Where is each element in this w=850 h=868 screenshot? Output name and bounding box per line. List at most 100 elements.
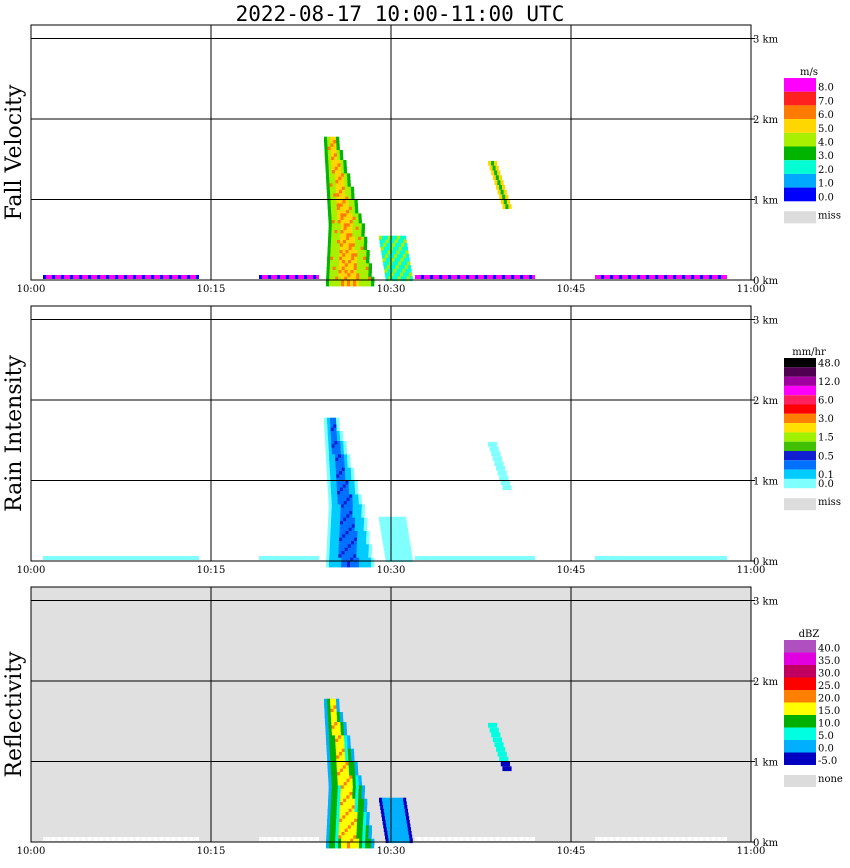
echo-cell (395, 827, 399, 832)
echo-cell (336, 146, 340, 154)
echo-cell (492, 175, 496, 181)
echo-cell (365, 270, 369, 277)
echo-cell (356, 825, 360, 832)
echo-cell (351, 206, 356, 214)
echo-cell (355, 230, 359, 237)
echo-cell (349, 223, 353, 230)
echo-cell (403, 834, 407, 840)
echo-cell (343, 451, 348, 458)
echo-cell (351, 471, 355, 478)
echo-cell (341, 280, 345, 287)
echo-cell (359, 266, 363, 274)
echo-cell (408, 268, 412, 274)
echo-cell (335, 828, 339, 836)
echo-cell (352, 521, 356, 528)
colorbar-swatch (784, 413, 816, 424)
echo-cell (491, 160, 495, 166)
echo-cell (355, 210, 359, 217)
echo-cell (343, 722, 347, 729)
drizzle-mark (652, 837, 655, 841)
echo-cell (333, 487, 338, 495)
echo-cell (332, 176, 336, 184)
echo-cell (351, 524, 355, 531)
echo-cell (403, 254, 407, 259)
echo-cell (341, 748, 345, 756)
echo-cell (361, 511, 365, 518)
echo-cell (357, 527, 361, 535)
echo-cell (349, 491, 353, 498)
echo-cell (336, 805, 340, 812)
echo-cell (347, 173, 351, 180)
y-tick-label: 0 km (753, 557, 779, 568)
echo-cell (334, 514, 338, 521)
drizzle-mark (700, 837, 703, 841)
echo-cell (348, 815, 352, 822)
drizzle-mark (649, 275, 652, 279)
echo-cell (349, 501, 353, 508)
echo-cell (343, 517, 347, 525)
echo-cell (394, 538, 398, 544)
echo-cell (362, 544, 366, 551)
echo-cell (328, 220, 332, 227)
echo-cell (361, 798, 365, 806)
colorbar-label: 48.0 (818, 358, 840, 369)
echo-cell (344, 270, 348, 277)
echo-cell (343, 163, 347, 170)
echo-cell (332, 266, 336, 274)
echo-cell (332, 457, 336, 465)
echo-cell (339, 524, 343, 531)
echo-cell (324, 136, 328, 144)
echo-cell (358, 504, 362, 511)
drizzle-mark (517, 275, 520, 279)
drizzle-mark (91, 837, 94, 841)
echo-cell (340, 507, 344, 515)
echo-cell (349, 220, 353, 227)
echo-cell (393, 531, 397, 537)
echo-cell (334, 775, 338, 782)
drizzle-mark (718, 837, 721, 841)
echo-cell (327, 431, 331, 438)
drizzle-mark (499, 837, 502, 841)
echo-cell (390, 531, 394, 537)
echo-cell (335, 544, 339, 551)
echo-cell (341, 832, 345, 839)
echo-cell (395, 808, 399, 814)
echo-cell (354, 815, 358, 822)
echo-cell (344, 547, 348, 555)
echo-cell (334, 213, 338, 220)
echo-cell (503, 761, 507, 767)
echo-cell (400, 516, 404, 522)
echo-cell (331, 451, 336, 458)
drizzle-mark (613, 837, 616, 841)
echo-cell (368, 842, 372, 849)
colorbar-label: 0.5 (818, 451, 834, 462)
echo-cell (360, 243, 364, 250)
drizzle-mark (262, 275, 265, 279)
echo-cell (334, 451, 339, 458)
echo-cell (340, 785, 344, 792)
echo-cell (331, 220, 335, 227)
drizzle-mark (718, 556, 721, 560)
echo-cell (329, 738, 333, 746)
echo-cell (395, 542, 399, 548)
echo-cell (350, 828, 354, 836)
drizzle-mark (79, 556, 82, 560)
echo-cell (336, 752, 340, 759)
drizzle-mark (157, 837, 160, 841)
drizzle-mark (637, 837, 640, 841)
echo-cell (328, 240, 332, 247)
echo-cell (342, 762, 346, 769)
drizzle-mark (418, 556, 421, 560)
drizzle-mark (160, 837, 163, 841)
echo-cell (337, 451, 342, 458)
echo-cell (339, 153, 344, 160)
echo-cell (334, 785, 338, 792)
echo-cell (333, 702, 337, 709)
echo-cell (398, 524, 402, 529)
echo-cell (339, 487, 344, 495)
echo-cell (402, 531, 406, 537)
echo-cell (366, 250, 370, 257)
echo-cell (344, 457, 348, 465)
colorbar-label: 0.1 (818, 470, 834, 481)
echo-cell (360, 246, 364, 254)
